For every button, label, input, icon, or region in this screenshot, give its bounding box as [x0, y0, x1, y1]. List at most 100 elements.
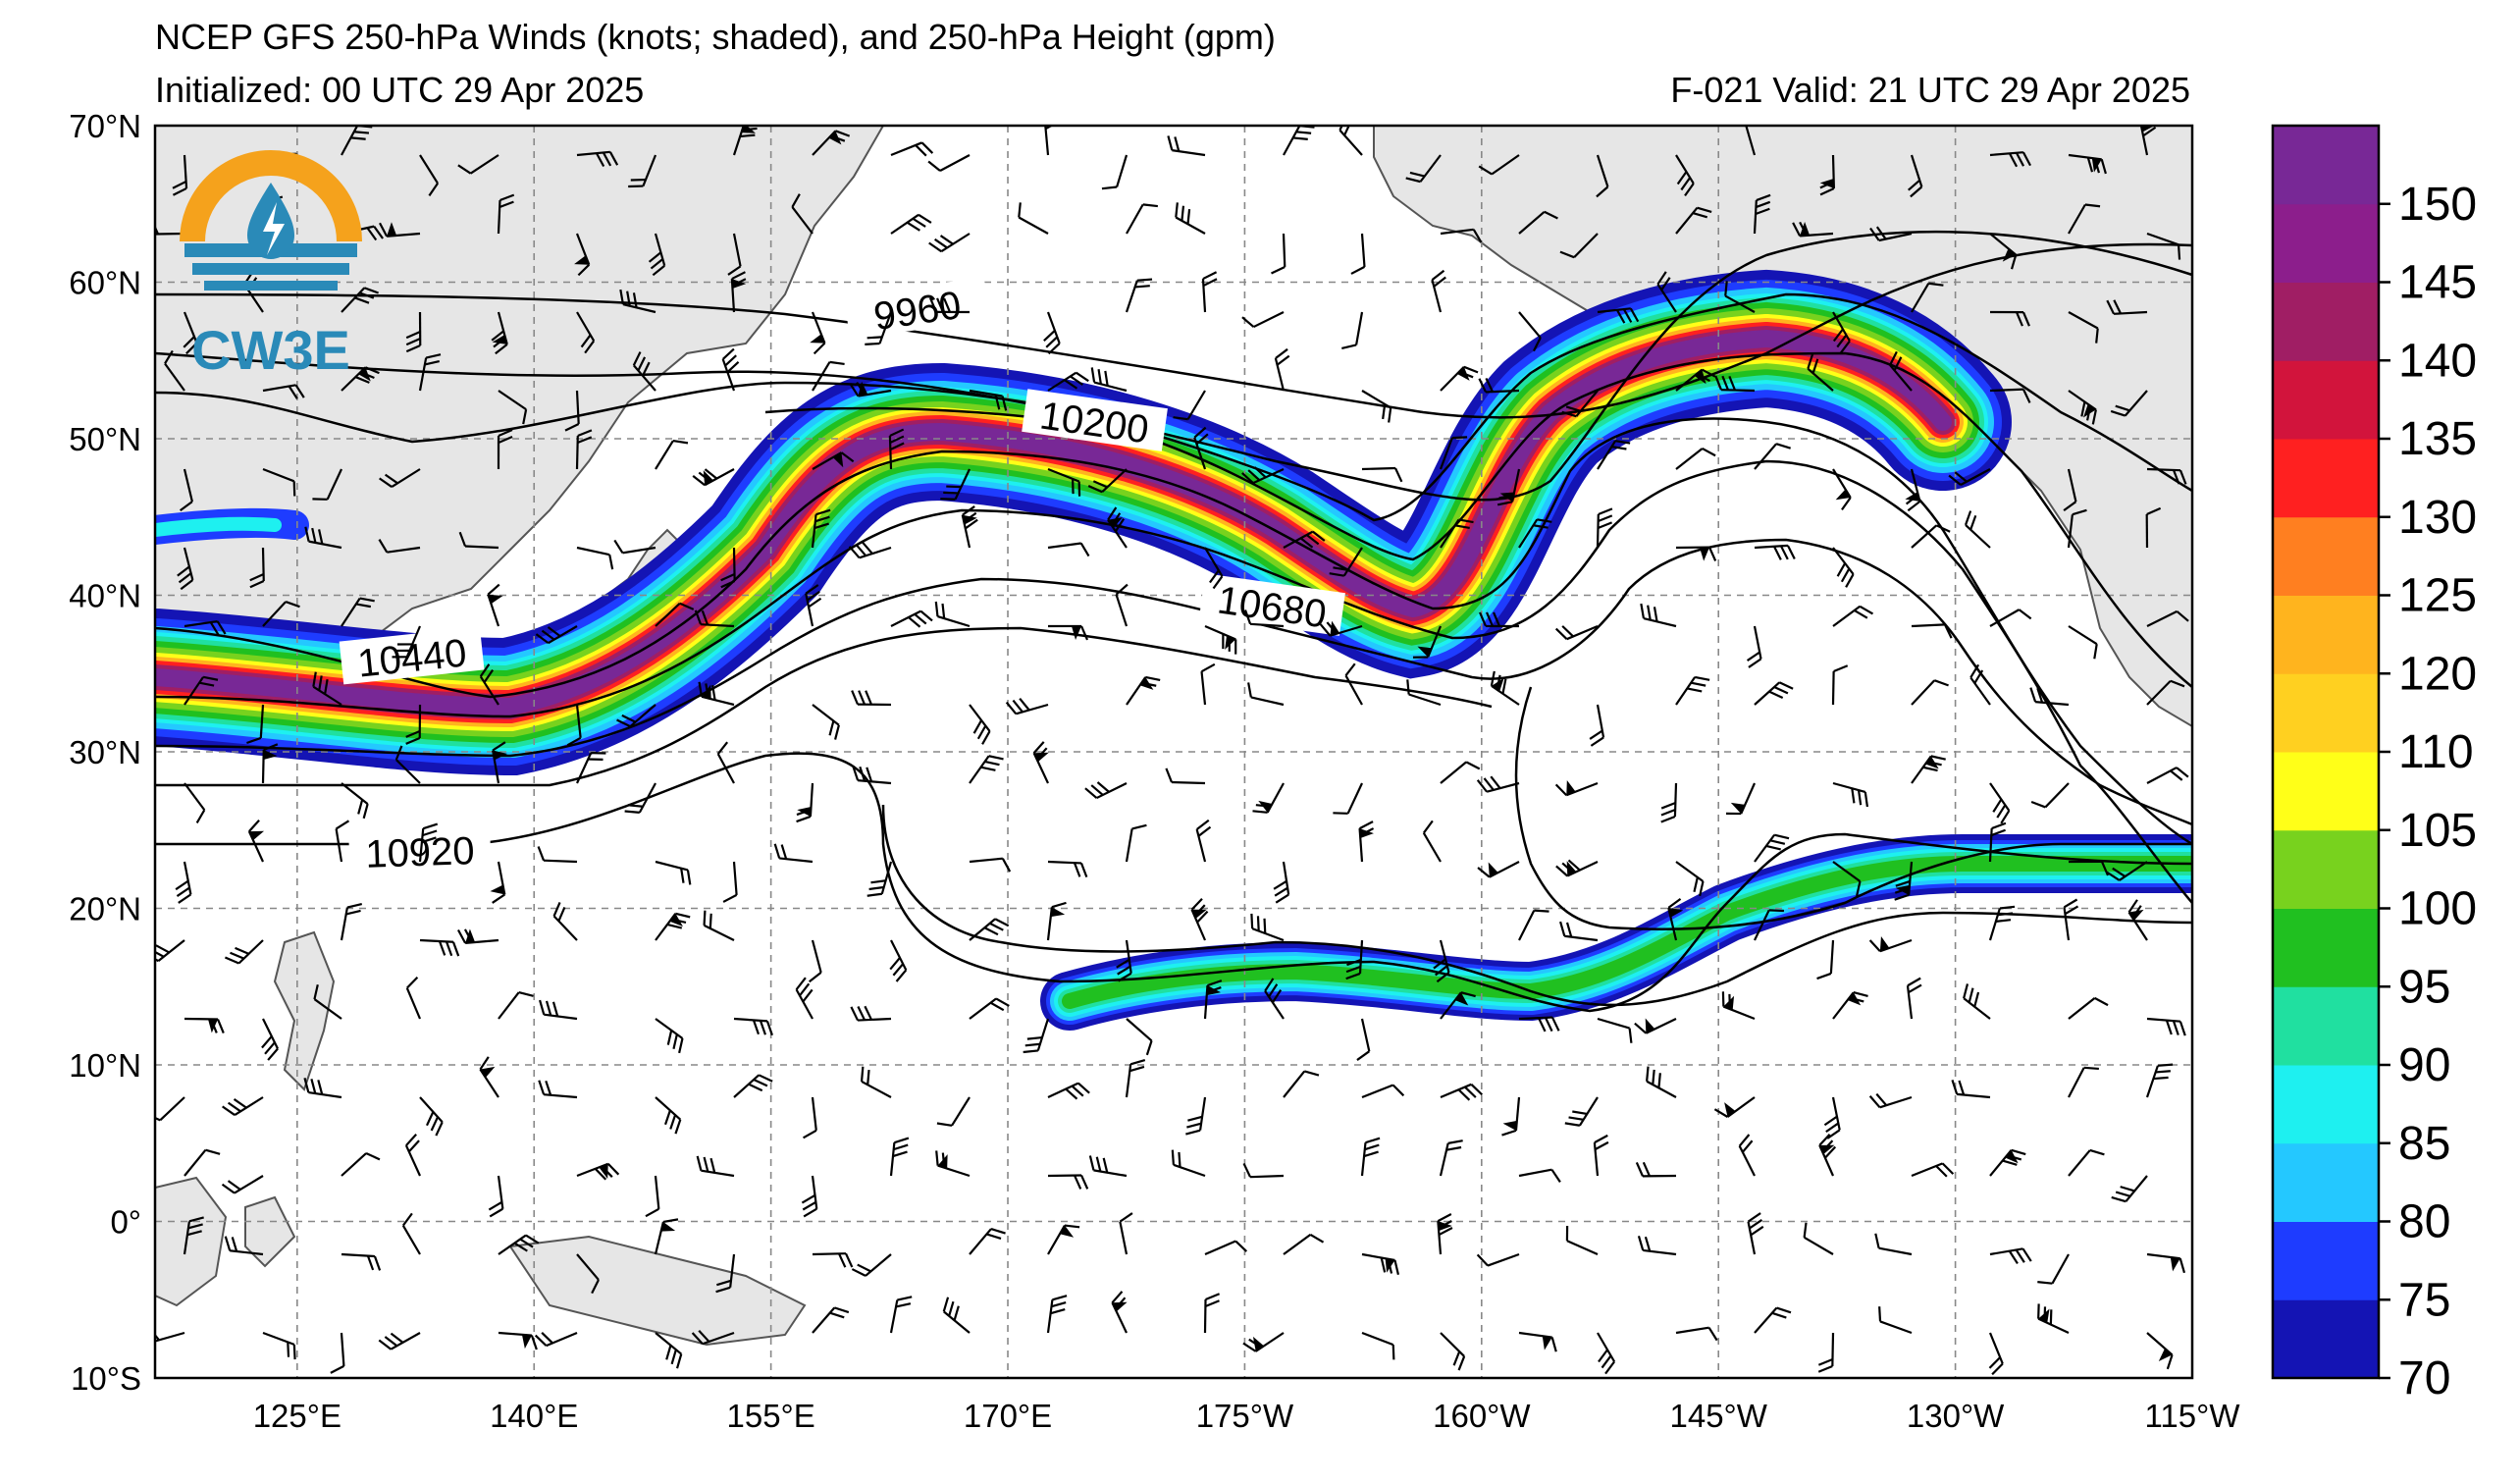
- wind-barb: [1422, 820, 1442, 863]
- wind-barb: [456, 928, 499, 944]
- wind-barb: [1195, 819, 1212, 863]
- wind-barb: [1496, 468, 1521, 506]
- wind-barb: [457, 154, 499, 175]
- wind-barb: [1907, 154, 1923, 198]
- wind-barb: [1868, 936, 1913, 953]
- wind-barb: [246, 704, 265, 745]
- wind-barb: [811, 508, 831, 549]
- wind-barb: [733, 1074, 773, 1098]
- wind-barb: [404, 1134, 422, 1177]
- wind-barb: [1476, 775, 1520, 793]
- wind-barb: [1047, 1174, 1089, 1190]
- wind-barb: [419, 1096, 444, 1137]
- wind-barb: [1204, 547, 1224, 590]
- wind-barb: [1565, 1225, 1599, 1256]
- wind-barb: [619, 289, 656, 314]
- wind-barb: [1832, 605, 1874, 627]
- wind-barb: [889, 1137, 910, 1177]
- wind-barb: [1358, 821, 1375, 863]
- wind-barb: [1831, 664, 1849, 706]
- wind-barb: [1640, 603, 1677, 628]
- wind-barb: [1911, 1162, 1955, 1178]
- contour-south-b: [881, 804, 2192, 1007]
- wind-barb: [727, 233, 742, 276]
- contour-label: 10680: [1199, 573, 1345, 637]
- wind-barb: [378, 539, 421, 554]
- wind-barb: [1283, 1233, 1325, 1255]
- wind-barb: [261, 743, 279, 784]
- wind-barb: [1597, 307, 1640, 324]
- wind-barb: [1501, 1096, 1521, 1137]
- wind-barb: [405, 704, 422, 745]
- longitude-labels: 125°E 140°E 155°E 170°E 175°W 160°W 145°W 130°W…: [253, 1398, 2241, 1434]
- contour-9960: [155, 242, 2192, 419]
- wind-barb: [498, 991, 534, 1020]
- wind-barb: [1329, 547, 1363, 577]
- wind-barb: [1634, 1018, 1677, 1034]
- wind-barb: [1988, 821, 2007, 863]
- wind-barb: [155, 1327, 185, 1344]
- wind-barb: [262, 601, 300, 627]
- wind-barb: [1412, 625, 1443, 659]
- wind-barb: [1905, 468, 1921, 512]
- wind-barb: [458, 531, 499, 550]
- wind-barb: [1116, 939, 1132, 982]
- wind-barb: [2106, 861, 2148, 881]
- wind-barb: [1476, 1252, 1520, 1267]
- wind-barb: [1754, 833, 1790, 863]
- colorbar-swatch: [2273, 673, 2379, 753]
- colorbar-label: 105: [2398, 805, 2477, 857]
- lon-label: 115°W: [2145, 1398, 2241, 1434]
- wind-barb: [1832, 311, 1851, 354]
- wind-barb: [890, 609, 933, 628]
- wind-barb: [936, 1096, 971, 1127]
- lon-label: 145°W: [1670, 1398, 1768, 1434]
- colorbar-label: 70: [2398, 1352, 2450, 1404]
- wind-barb: [1675, 861, 1705, 897]
- wind-barb: [1721, 991, 1756, 1021]
- wind-barb: [2111, 1175, 2148, 1203]
- wind-barb: [808, 939, 822, 983]
- wind-barb: [698, 681, 735, 707]
- wind-barb: [1989, 310, 2030, 327]
- wind-barb: [2146, 232, 2181, 260]
- wind-barb: [340, 902, 363, 941]
- wind-barb: [1874, 1233, 1913, 1256]
- colorbar-swatch: [2273, 986, 2379, 1066]
- wind-barb: [1868, 1092, 1913, 1109]
- wind-barb: [2139, 126, 2157, 156]
- contour-label-bg: [339, 626, 485, 685]
- wind-barb: [1964, 510, 1991, 549]
- wind-barb: [1126, 1018, 1153, 1056]
- wind-barb: [1250, 913, 1285, 942]
- wind-barb: [733, 1017, 773, 1036]
- wind-barb: [1754, 909, 1784, 941]
- wind-barb: [184, 782, 206, 823]
- wind-barb: [812, 704, 840, 740]
- wind-barb: [969, 918, 1010, 941]
- colorbar-swatch: [2273, 360, 2379, 440]
- wind-barb: [1989, 1148, 2026, 1177]
- logo-text: CW3E: [191, 319, 350, 381]
- colorbar-label: 120: [2398, 648, 2477, 700]
- colorbar-label: 100: [2398, 883, 2477, 935]
- wind-barb: [632, 351, 656, 392]
- wind-barb: [1111, 1291, 1128, 1334]
- wind-barb: [1490, 670, 1520, 706]
- wind-barb: [1440, 1332, 1466, 1371]
- wind-barb: [1479, 611, 1520, 628]
- wind-barb: [341, 1152, 381, 1177]
- wind-barb: [1911, 524, 1951, 549]
- wind-barb: [1047, 467, 1081, 497]
- wind-barb: [628, 154, 657, 188]
- wind-barb: [341, 782, 369, 820]
- wind-barb: [1988, 905, 2016, 941]
- wind-barb: [969, 857, 1012, 873]
- wind-barb: [1725, 782, 1757, 816]
- lat-label: 0°: [110, 1204, 141, 1241]
- lat-label: 20°N: [69, 891, 141, 927]
- wind-barb: [1911, 282, 1944, 313]
- wind-barb: [2146, 767, 2189, 784]
- contour-south-a: [1514, 686, 2192, 930]
